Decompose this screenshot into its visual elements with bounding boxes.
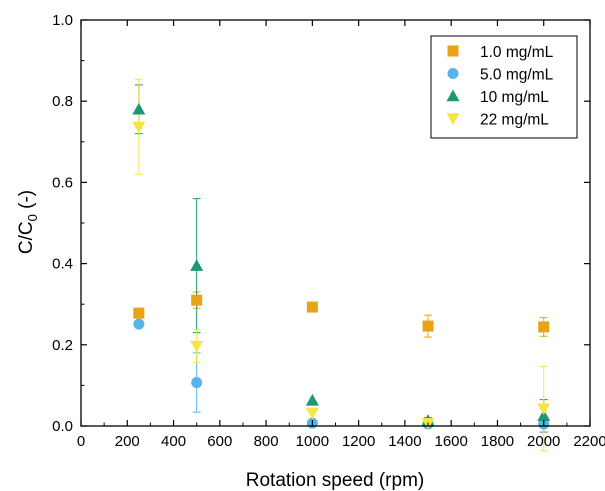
data-point	[191, 377, 203, 389]
data-point	[305, 393, 319, 406]
x-tick-label: 2000	[527, 433, 560, 450]
legend-label: 10 mg/mL	[480, 89, 549, 106]
y-tick-label: 0.4	[52, 256, 73, 273]
data-point	[538, 321, 550, 333]
data-markers	[132, 102, 551, 430]
y-axis-label: C/C0 (-)	[16, 190, 40, 254]
y-tick-label: 1.0	[52, 12, 73, 29]
y-tick-label: 0.0	[52, 418, 73, 435]
legend-label: 22 mg/mL	[480, 112, 549, 129]
data-point	[537, 403, 551, 416]
data-point	[305, 407, 319, 420]
x-tick-label: 800	[254, 433, 279, 450]
data-point	[132, 121, 146, 134]
legend-label: 5.0 mg/mL	[480, 67, 554, 84]
x-tick-label: 600	[207, 433, 232, 450]
legend-marker	[447, 45, 459, 57]
data-point	[191, 294, 203, 306]
x-tick-label: 400	[161, 433, 186, 450]
data-point	[133, 318, 145, 330]
x-tick-label: 1400	[388, 433, 421, 450]
legend-marker	[446, 113, 460, 125]
data-point	[537, 409, 551, 422]
legend-box	[430, 35, 578, 139]
x-tick-label: 1000	[296, 433, 329, 450]
x-axis-label: Rotation speed (rpm)	[246, 470, 424, 491]
data-point	[132, 102, 146, 115]
y-axis-label-main: C/C	[16, 221, 37, 254]
y-tick-label: 0.2	[52, 337, 73, 354]
y-tick-label: 0.8	[52, 93, 73, 110]
legend-marker	[447, 68, 459, 79]
x-tick-label: 200	[115, 433, 140, 450]
legend-marker	[446, 89, 460, 102]
data-point	[133, 307, 145, 319]
data-point	[190, 259, 204, 271]
y-tick-label: 0.6	[52, 174, 73, 191]
x-tick-label: 1200	[342, 433, 375, 450]
data-point	[422, 320, 434, 332]
data-point	[306, 301, 318, 313]
x-tick-label: 1600	[434, 433, 467, 450]
data-point	[190, 340, 204, 353]
axes: 0 200 400 600 800 1000 1200 1400 1600 1800 2000 220…	[52, 12, 605, 450]
x-tick-label: 0	[77, 433, 85, 450]
y-axis-label-tail: (-)	[16, 190, 37, 214]
legend: 1.0 mg/mL 5.0 mg/mL 10 mg/mL 22 mg/mL	[430, 35, 578, 139]
legend-label: 1.0 mg/mL	[480, 44, 554, 61]
x-tick-label: 1800	[481, 433, 514, 450]
x-tick-label: 2200	[573, 433, 605, 450]
y-axis-label-sub: 0	[25, 214, 40, 221]
